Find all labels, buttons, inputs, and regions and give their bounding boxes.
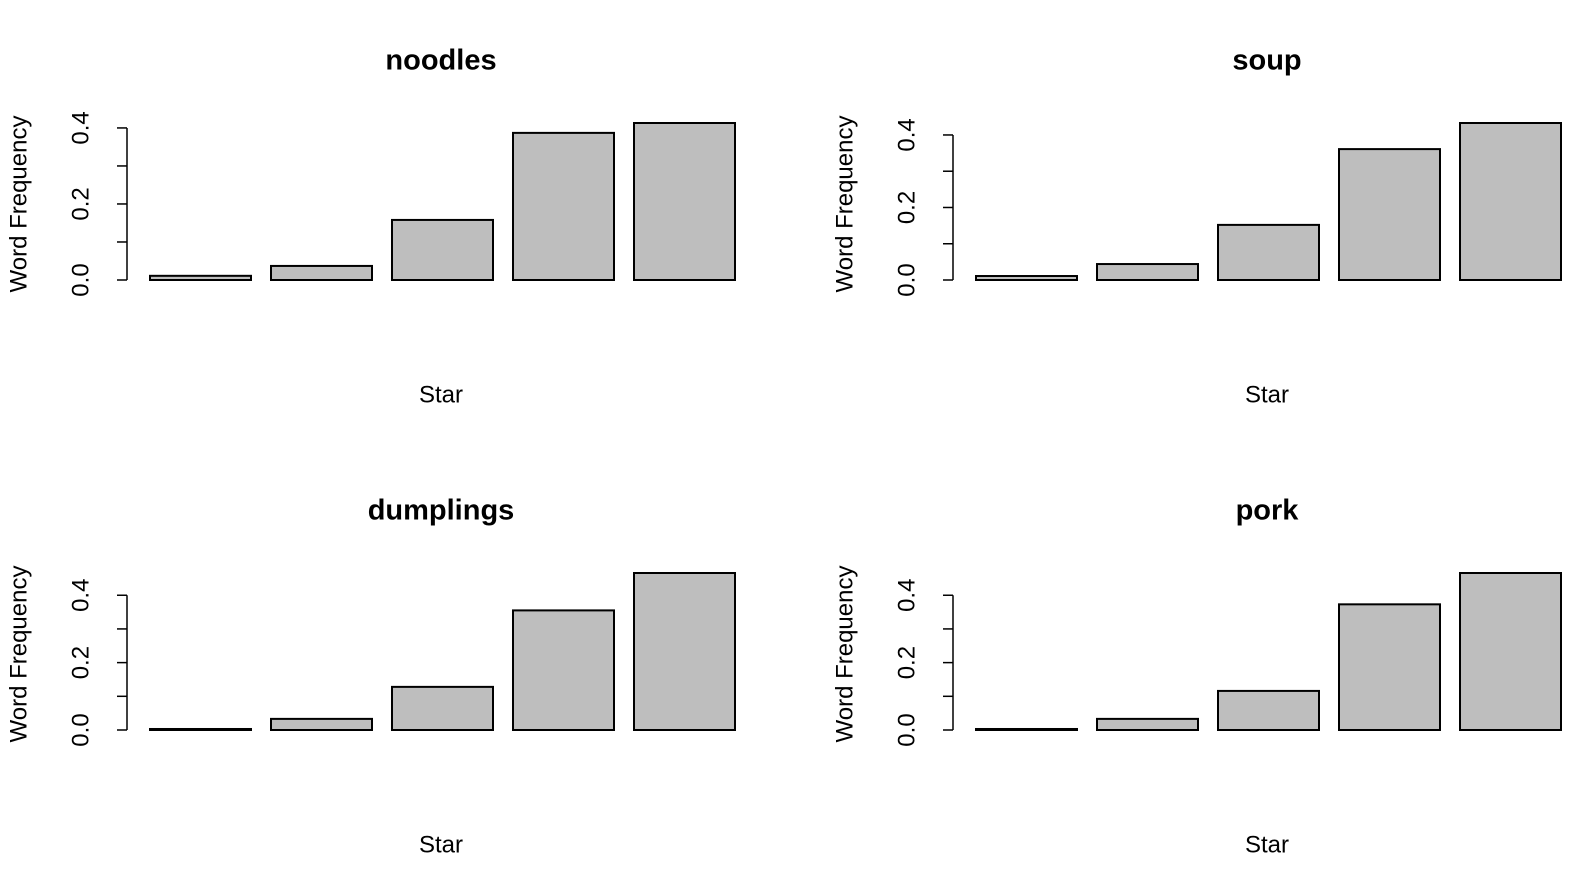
bar <box>1459 122 1562 281</box>
bar <box>149 274 252 281</box>
chart-title: noodles <box>385 45 496 77</box>
bar <box>270 717 373 731</box>
bar <box>149 727 252 731</box>
chart-title: pork <box>1236 495 1300 527</box>
bar <box>1338 148 1441 281</box>
x-axis-label: Star <box>1245 831 1289 858</box>
bar <box>1096 717 1199 731</box>
chart-panel: pork Star Word Frequency 0.0 0.2 0.4 <box>831 495 1562 858</box>
bar <box>633 122 736 281</box>
bar <box>1459 572 1562 731</box>
chart-title: dumplings <box>368 495 515 527</box>
bar <box>1096 263 1199 282</box>
bar <box>975 275 1078 281</box>
chart-title: soup <box>1232 45 1301 77</box>
y-axis-label: Word Frequency <box>831 116 858 293</box>
y-tick-label: 0.2 <box>67 187 94 220</box>
bar <box>270 264 373 282</box>
chart-panel: dumplings Star Word Frequency 0.0 0.2 0.4 <box>5 495 736 858</box>
bar <box>975 727 1078 731</box>
y-axis-label: Word Frequency <box>5 566 32 743</box>
y-axis-label: Word Frequency <box>5 116 32 293</box>
bar <box>391 218 494 281</box>
y-tick-label: 0.4 <box>67 579 94 612</box>
bar <box>1338 603 1441 732</box>
y-tick-label: 0.4 <box>893 118 920 151</box>
bar <box>1217 223 1320 282</box>
y-tick-label: 0.2 <box>67 646 94 679</box>
x-axis-label: Star <box>419 831 463 858</box>
y-tick-label: 0.4 <box>67 111 94 144</box>
y-tick-label: 0.2 <box>893 191 920 224</box>
bar <box>391 685 494 732</box>
chart-panel: noodles Star Word Frequency 0.0 0.2 0.4 <box>5 45 736 408</box>
x-axis-label: Star <box>419 381 463 408</box>
y-tick-label: 0.4 <box>893 579 920 612</box>
y-tick-label: 0.0 <box>67 263 94 296</box>
bar <box>512 609 615 731</box>
y-tick-label: 0.2 <box>893 646 920 679</box>
bar <box>633 572 736 731</box>
y-tick-label: 0.0 <box>67 713 94 746</box>
x-axis-label: Star <box>1245 381 1289 408</box>
chart-panel: soup Star Word Frequency 0.0 0.2 0.4 <box>831 45 1562 408</box>
y-axis-label: Word Frequency <box>831 566 858 743</box>
y-tick-label: 0.0 <box>893 713 920 746</box>
y-tick-label: 0.0 <box>893 263 920 296</box>
bar <box>512 131 615 281</box>
bar <box>1217 689 1320 732</box>
